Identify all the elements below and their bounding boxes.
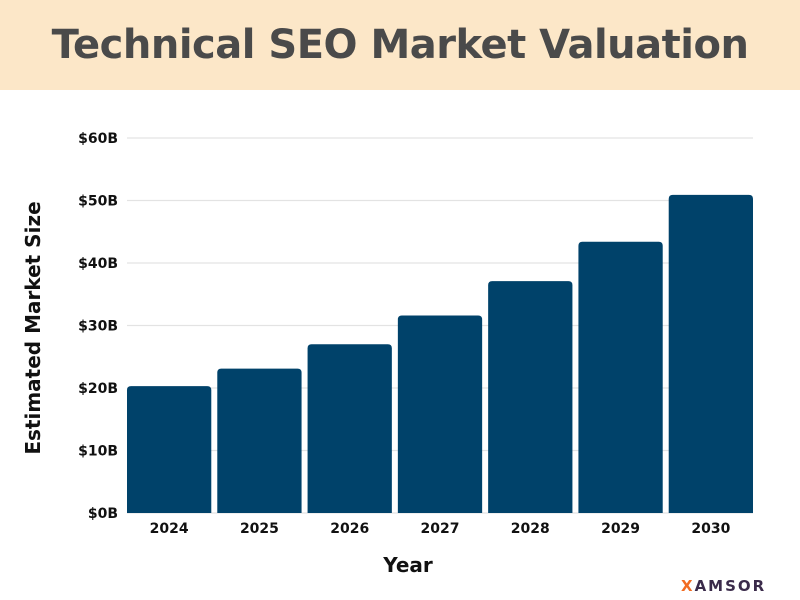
chart-title: Technical SEO Market Valuation	[51, 22, 749, 68]
x-tick-label: 2025	[240, 521, 279, 537]
x-tick-label: 2027	[421, 521, 460, 537]
y-tick-label: $60B	[78, 131, 118, 147]
bar	[127, 386, 212, 513]
bar	[217, 368, 302, 513]
x-tick-label: 2030	[691, 521, 730, 537]
title-banner: Technical SEO Market Valuation	[0, 0, 800, 90]
y-tick-label: $40B	[78, 256, 118, 272]
xamsor-logo: XAMSOR	[681, 577, 767, 595]
x-tick-label: 2029	[601, 521, 640, 537]
x-tick-label: 2024	[150, 521, 189, 537]
x-tick-label: 2028	[511, 521, 550, 537]
bar	[307, 344, 392, 513]
y-tick-label: $50B	[78, 194, 118, 210]
y-tick-label: $30B	[78, 319, 118, 335]
x-tick-label: 2026	[330, 521, 369, 537]
y-tick-label: $20B	[78, 381, 118, 397]
x-axis-label: Year	[382, 553, 433, 577]
y-tick-label: $10B	[78, 444, 118, 460]
y-axis-label: Estimated Market Size	[21, 201, 45, 454]
bar	[668, 194, 753, 513]
bar	[397, 315, 483, 513]
y-tick-label: $0B	[88, 506, 118, 522]
bar	[578, 241, 663, 513]
bar	[488, 281, 573, 513]
